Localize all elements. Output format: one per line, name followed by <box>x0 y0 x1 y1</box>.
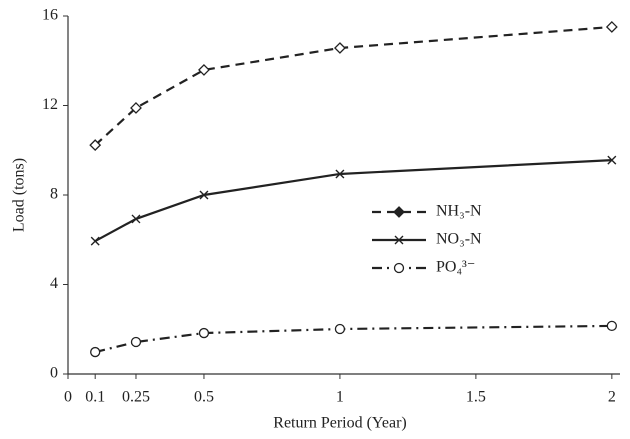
y-tick-label: 16 <box>42 7 58 24</box>
marker <box>335 169 345 179</box>
marker <box>131 214 141 224</box>
y-tick-label: 8 <box>50 186 58 203</box>
marker <box>89 139 102 152</box>
marker <box>334 42 346 54</box>
legend-marker <box>394 235 404 245</box>
series-line <box>94 25 612 146</box>
marker <box>606 320 617 332</box>
legend-label: NH₃-N <box>436 203 482 220</box>
marker <box>199 190 209 200</box>
x-axis-label: Return Period (Year) <box>273 415 406 432</box>
x-tick-label: 0.5 <box>194 389 214 406</box>
legend-marker <box>393 262 405 274</box>
x-tick-label: 0.1 <box>85 389 105 406</box>
legend-label: NO₃-N <box>436 231 482 248</box>
legend-label: PO₄³⁻ <box>436 259 475 276</box>
x-tick-label: 0.25 <box>122 389 150 406</box>
marker <box>198 327 210 339</box>
legend-marker <box>393 206 405 218</box>
series-line <box>94 158 612 243</box>
x-tick-label: 0 <box>64 389 72 406</box>
x-tick-label: 1 <box>336 389 344 406</box>
marker <box>605 21 618 33</box>
marker <box>607 155 617 165</box>
marker <box>130 102 142 114</box>
marker <box>334 323 346 335</box>
marker <box>198 64 210 76</box>
x-tick-label: 1.5 <box>466 389 486 406</box>
marker <box>130 336 142 348</box>
y-tick-label: 0 <box>50 365 58 382</box>
y-tick-label: 12 <box>42 96 58 113</box>
x-tick-label: 2 <box>608 389 616 406</box>
y-tick-label: 4 <box>50 275 58 292</box>
marker <box>90 346 101 358</box>
y-axis-label: Load (tons) <box>11 158 28 232</box>
marker <box>90 236 100 246</box>
series-line <box>94 324 612 354</box>
